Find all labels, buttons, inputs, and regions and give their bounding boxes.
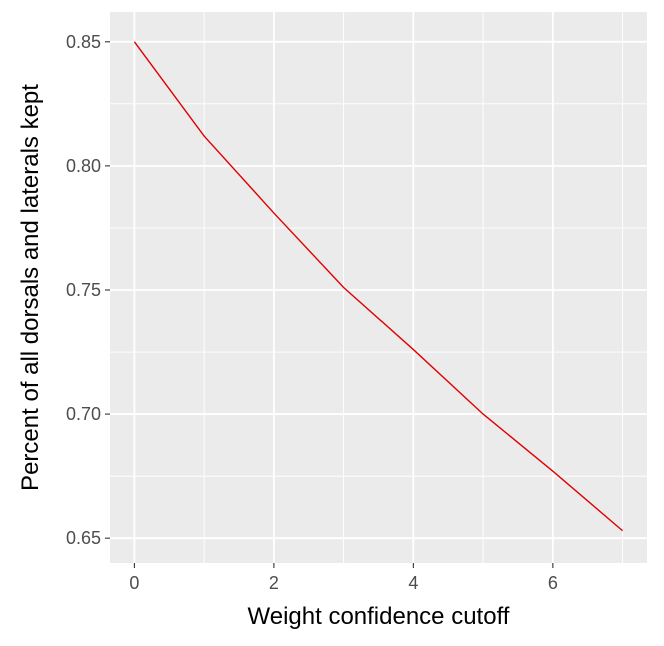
plot-panel: [110, 12, 647, 563]
x-tick-label: 0: [129, 573, 139, 593]
y-tick-label: 0.85: [66, 32, 101, 52]
y-tick-label: 0.70: [66, 404, 101, 424]
x-tick-label: 6: [548, 573, 558, 593]
major-gridlines: [110, 12, 647, 563]
x-axis-title: Weight confidence cutoff: [248, 603, 510, 630]
y-tick-label: 0.80: [66, 156, 101, 176]
y-axis-title: Percent of all dorsals and laterals kept: [17, 84, 44, 491]
x-tick-label: 4: [408, 573, 418, 593]
y-tick-label: 0.65: [66, 528, 101, 548]
minor-gridlines: [110, 12, 647, 563]
x-axis-ticks: 0 2 4 6: [129, 563, 558, 593]
y-axis-ticks: 0.65 0.70 0.75 0.80 0.85: [66, 32, 110, 548]
y-tick-label: 0.75: [66, 280, 101, 300]
series-line: [133, 41, 624, 532]
x-tick-label: 2: [269, 573, 279, 593]
